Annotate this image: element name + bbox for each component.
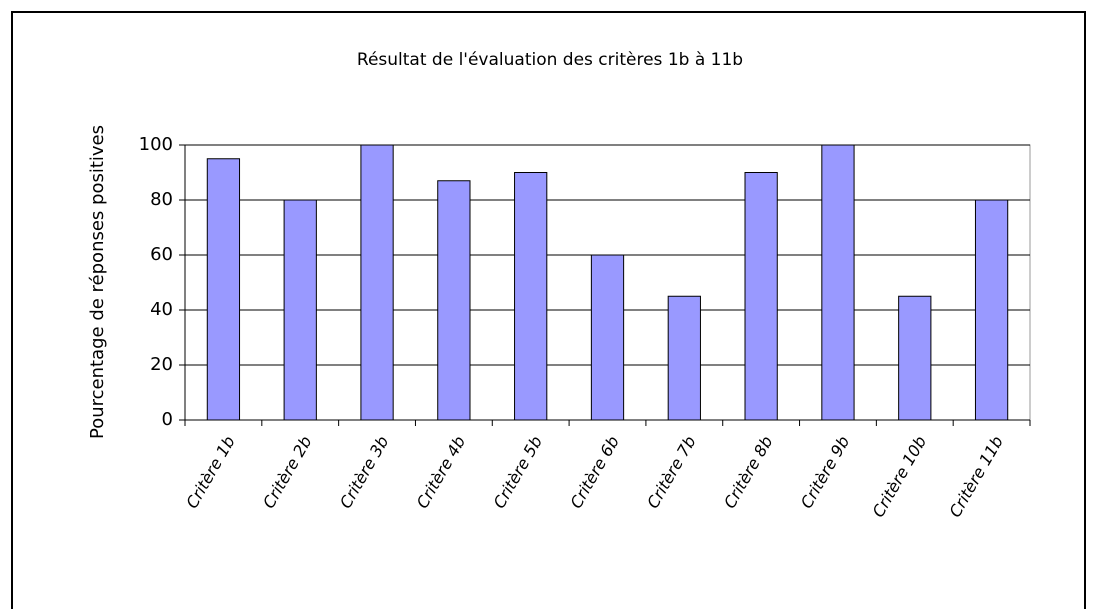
y-tick-label: 100: [139, 134, 173, 155]
y-tick-label: 60: [150, 244, 173, 265]
bar: [514, 172, 548, 421]
y-axis-label: Pourcentage de réponses positives: [87, 125, 108, 439]
chart-title: Résultat de l'évaluation des critères 1b…: [357, 50, 743, 70]
bar: [360, 144, 394, 421]
bar: [206, 158, 241, 421]
bar: [974, 199, 1009, 421]
bar: [744, 172, 778, 421]
y-tick-label: 20: [150, 354, 173, 375]
y-tick-label: 80: [150, 189, 173, 210]
bar: [590, 254, 625, 421]
bar: [898, 295, 932, 421]
bar: [821, 144, 855, 421]
bar: [437, 180, 471, 421]
bar: [667, 295, 701, 421]
y-tick-label: 0: [162, 409, 173, 430]
y-tick-label: 40: [150, 299, 173, 320]
bar: [283, 199, 317, 421]
